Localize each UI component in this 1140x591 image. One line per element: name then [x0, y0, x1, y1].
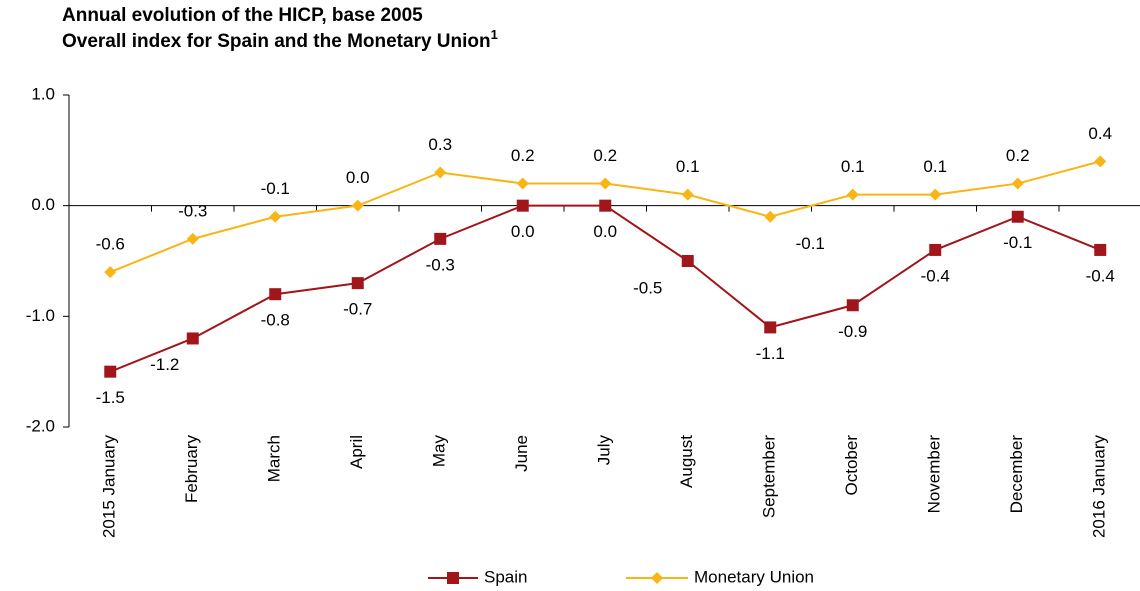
- point: [764, 321, 777, 334]
- point: [929, 188, 942, 201]
- data-label: 0.3: [428, 135, 452, 154]
- legend-label: Spain: [484, 567, 527, 586]
- data-label: -0.4: [1086, 266, 1115, 285]
- x-tick-label: August: [677, 435, 696, 488]
- y-tick-label: -1.0: [26, 306, 55, 325]
- point: [599, 177, 612, 190]
- x-tick-label: 2016 January: [1090, 435, 1109, 539]
- point: [681, 188, 694, 201]
- data-label: 0.2: [1006, 146, 1030, 165]
- data-label: 0.4: [1088, 124, 1112, 143]
- x-tick-label: July: [595, 435, 614, 466]
- point: [681, 255, 694, 267]
- data-label: -0.5: [633, 278, 662, 297]
- data-label: -0.7: [343, 300, 372, 319]
- y-tick-label: 1.0: [31, 84, 55, 103]
- point: [351, 277, 364, 290]
- x-tick-label: November: [925, 435, 944, 514]
- x-tick-label: 2015 January: [100, 435, 119, 539]
- point: [186, 332, 199, 345]
- data-label: -0.4: [921, 266, 950, 285]
- data-label: 0.1: [923, 157, 947, 176]
- data-label: -0.1: [1003, 233, 1032, 252]
- point: [846, 188, 859, 201]
- point: [434, 232, 447, 245]
- data-label: -1.1: [756, 344, 785, 363]
- point: [599, 199, 612, 212]
- footnote-marker: 1: [491, 27, 498, 42]
- point: [1011, 177, 1024, 190]
- data-label: -0.9: [838, 322, 867, 341]
- chart-subtitle: Overall index for Spain and the Monetary…: [62, 27, 498, 52]
- x-tick-label: April: [347, 435, 366, 469]
- y-tick-label: 0.0: [31, 195, 55, 214]
- legend-marker: [447, 572, 459, 584]
- data-label: 0.2: [593, 146, 617, 165]
- data-label: 0.2: [511, 146, 535, 165]
- data-label: 0.0: [346, 168, 370, 187]
- point: [1094, 155, 1107, 168]
- point: [104, 266, 117, 279]
- chart-title: Annual evolution of the HICP, base 2005: [62, 5, 423, 26]
- legend-marker: [651, 572, 663, 584]
- data-label: -1.5: [96, 388, 125, 407]
- x-tick-label: March: [265, 435, 284, 482]
- point: [1094, 243, 1107, 256]
- data-label: -0.3: [426, 255, 455, 274]
- y-tick-label: -2.0: [26, 416, 55, 435]
- data-label: 0.0: [593, 222, 617, 241]
- x-tick-label: June: [512, 435, 531, 472]
- legend-label: Monetary Union: [694, 567, 814, 586]
- point: [764, 210, 777, 223]
- x-tick-label: October: [842, 435, 861, 496]
- point: [516, 177, 529, 190]
- data-label: -0.1: [796, 234, 825, 253]
- data-label: 0.1: [841, 157, 865, 176]
- data-label: -0.1: [261, 179, 290, 198]
- point: [351, 199, 364, 212]
- subtitle-text: Overall index for Spain and the Monetary…: [62, 31, 491, 52]
- point: [516, 199, 529, 212]
- data-label: -0.6: [96, 235, 125, 254]
- point: [104, 365, 117, 378]
- point: [269, 210, 282, 223]
- data-label: 0.0: [511, 222, 535, 241]
- x-tick-label: September: [760, 435, 779, 518]
- data-label: 0.1: [676, 157, 700, 176]
- point: [1011, 210, 1024, 223]
- x-tick-label: February: [182, 435, 201, 504]
- point: [434, 166, 447, 179]
- data-label: -1.2: [150, 355, 179, 374]
- point: [846, 299, 859, 312]
- x-tick-label: December: [1007, 435, 1026, 514]
- data-label: -0.3: [178, 201, 207, 220]
- point: [186, 232, 199, 245]
- x-tick-label: May: [430, 435, 449, 468]
- point: [269, 288, 282, 301]
- point: [929, 243, 942, 256]
- data-label: -0.8: [261, 311, 290, 330]
